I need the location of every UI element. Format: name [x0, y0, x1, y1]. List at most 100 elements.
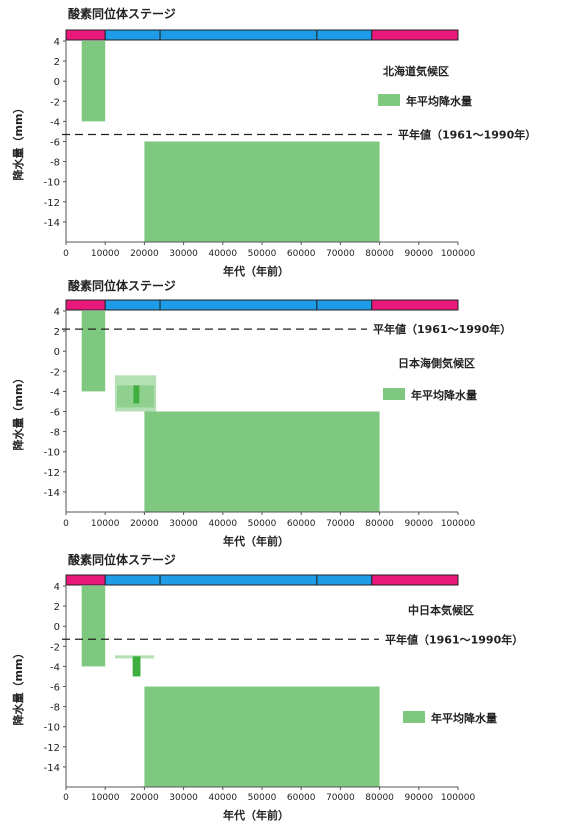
x-tick-label: 20000 [130, 249, 159, 259]
legend-swatch [383, 388, 405, 400]
stage-segment-4 [316, 29, 373, 41]
stage-title: 酸素同位体ステージ [68, 278, 176, 293]
legend-label: 年平均降水量 [406, 94, 472, 108]
y-tick-label: 0 [54, 347, 60, 358]
x-axis-label: 年代（年前） [223, 808, 289, 822]
x-tick-label: 20000 [130, 519, 159, 529]
chart-panel-2: 酸素同位体ステージ 4 2 0 -2 -4 -6 -8 -10 -12 -14 0 10000 20000… [11, 278, 511, 548]
region-label: 日本海側気候区 [398, 356, 475, 370]
x-tick-label: 10000 [91, 519, 120, 529]
y-tick-label: -6 [50, 138, 60, 149]
stage-segment-2 [104, 574, 161, 586]
y-tick-label: -4 [50, 117, 60, 128]
stage-title: 酸素同位体ステージ [68, 6, 176, 21]
legend-swatch [378, 94, 400, 106]
y-tick-label: -6 [50, 683, 60, 694]
stage-segment-1 [65, 299, 106, 311]
y-tick-label: -14 [44, 218, 60, 229]
x-tick-label: 80000 [365, 793, 394, 803]
x-tick-label: 50000 [248, 793, 277, 803]
legend-label: 年平均降水量 [411, 388, 477, 402]
x-tick-label: 100000 [441, 249, 476, 259]
y-tick-label: 0 [54, 622, 60, 633]
x-tick-label: 50000 [248, 519, 277, 529]
stage-segment-3 [159, 29, 318, 41]
y-tick-label: -8 [50, 158, 60, 169]
x-tick-label: 40000 [208, 249, 237, 259]
stage-segment-3 [159, 299, 318, 311]
y-tick-label: -2 [50, 367, 60, 378]
y-tick-label: -8 [50, 428, 60, 439]
x-tick-label: 60000 [287, 793, 316, 803]
y-tick-label: -12 [44, 198, 60, 209]
precipitation-bar-2 [144, 686, 380, 787]
stage-segment-3 [159, 574, 318, 586]
precipitation-bar-1 [81, 311, 106, 392]
y-tick-label: -14 [44, 763, 60, 774]
precipitation-bar-2 [144, 411, 380, 512]
stage-segment-5 [371, 574, 459, 586]
x-tick-label: 40000 [208, 519, 237, 529]
stage-segment-1 [65, 29, 106, 41]
y-tick-label: 2 [54, 327, 60, 338]
x-tick-label: 30000 [169, 519, 198, 529]
x-tick-label: 0 [63, 519, 69, 529]
y-tick-label: -4 [50, 662, 60, 673]
y-tick-label: -4 [50, 387, 60, 398]
x-axis-label: 年代（年前） [223, 534, 289, 548]
legend-label: 年平均降水量 [431, 711, 497, 725]
stage-segment-1 [65, 574, 106, 586]
y-axis-label: 降水量（mm） [11, 103, 25, 181]
x-tick-label: 10000 [91, 793, 120, 803]
y-axis-label: 降水量（mm） [11, 373, 25, 451]
y-tick-label: -2 [50, 642, 60, 653]
reference-label: 平年値（1961〜1990年） [373, 322, 511, 336]
y-tick-label: -10 [44, 178, 60, 189]
chart-panel-1: 酸素同位体ステージ 4 2 0 -2 -4 -6 -8 -10 -12 -14 0 10000 20000… [11, 6, 536, 278]
precipitation-bar-4 [132, 656, 141, 677]
y-tick-label: -10 [44, 723, 60, 734]
y-tick-label: -2 [50, 97, 60, 108]
precipitation-bar-5 [133, 385, 140, 404]
chart-panel-3: 酸素同位体ステージ 4 2 0 -2 -4 -6 -8 -10 -12 -14 0 10000 20000… [11, 552, 523, 822]
x-tick-label: 100000 [441, 519, 476, 529]
x-tick-label: 70000 [326, 793, 355, 803]
y-axis-label: 降水量（mm） [11, 648, 25, 726]
x-axis-label: 年代（年前） [223, 264, 289, 278]
precipitation-bar-1 [81, 586, 106, 667]
y-tick-label: 2 [54, 602, 60, 613]
x-tick-label: 30000 [169, 793, 198, 803]
x-tick-label: 50000 [248, 249, 277, 259]
x-tick-label: 80000 [365, 519, 394, 529]
y-tick-label: -8 [50, 703, 60, 714]
x-tick-label: 60000 [287, 519, 316, 529]
region-label: 中日本気候区 [408, 603, 474, 617]
y-tick-label: 4 [54, 582, 60, 593]
x-tick-label: 80000 [365, 249, 394, 259]
x-tick-label: 90000 [404, 793, 433, 803]
x-tick-label: 70000 [326, 519, 355, 529]
x-tick-label: 90000 [404, 519, 433, 529]
y-tick-label: 4 [54, 37, 60, 48]
y-tick-label: -6 [50, 408, 60, 419]
y-tick-label: -12 [44, 743, 60, 754]
x-tick-label: 20000 [130, 793, 159, 803]
stage-segment-4 [316, 574, 373, 586]
stage-segment-2 [104, 29, 161, 41]
x-tick-label: 70000 [326, 249, 355, 259]
y-tick-label: -10 [44, 448, 60, 459]
x-tick-label: 60000 [287, 249, 316, 259]
x-tick-label: 40000 [208, 793, 237, 803]
region-label: 北海道気候区 [383, 64, 449, 78]
reference-label: 平年値（1961〜1990年） [398, 127, 536, 141]
stage-segment-5 [371, 299, 459, 311]
x-tick-label: 30000 [169, 249, 198, 259]
precipitation-bar-2 [144, 141, 380, 242]
y-tick-label: -12 [44, 468, 60, 479]
y-tick-label: -14 [44, 488, 60, 499]
stage-segment-5 [371, 29, 459, 41]
reference-label: 平年値（1961〜1990年） [385, 632, 523, 646]
x-tick-label: 0 [63, 793, 69, 803]
y-tick-label: 4 [54, 307, 60, 318]
